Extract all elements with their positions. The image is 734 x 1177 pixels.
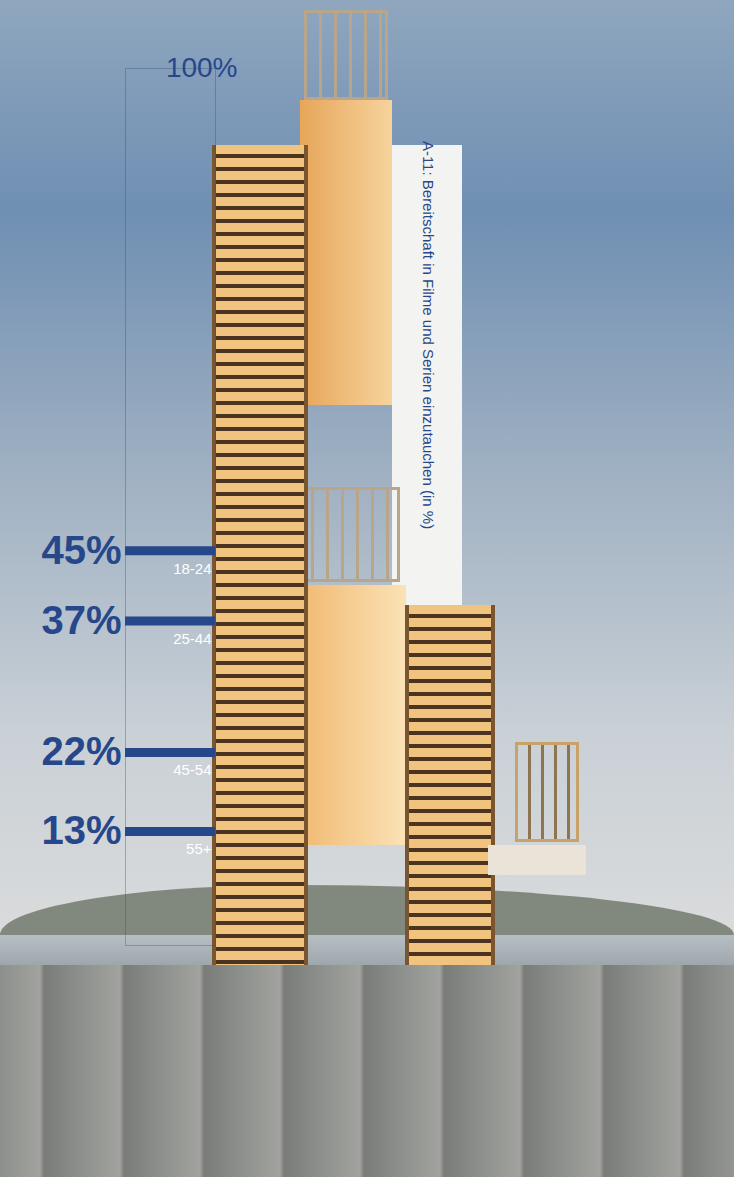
svg-text:22%: 22% <box>41 729 121 773</box>
svg-text:37%: 37% <box>41 598 121 642</box>
svg-text:25-44: 25-44 <box>173 630 211 647</box>
svg-text:45%: 45% <box>41 528 121 572</box>
svg-text:18-24: 18-24 <box>173 560 211 577</box>
svg-text:13%: 13% <box>41 808 121 852</box>
svg-text:45-54: 45-54 <box>173 761 211 778</box>
svg-text:100%: 100% <box>166 52 238 83</box>
svg-text:55+: 55+ <box>186 840 212 857</box>
html-text:A-11: Bereitschaft in Filme un: A-11: Bereitschaft in Filme und Serien e… <box>420 140 437 530</box>
